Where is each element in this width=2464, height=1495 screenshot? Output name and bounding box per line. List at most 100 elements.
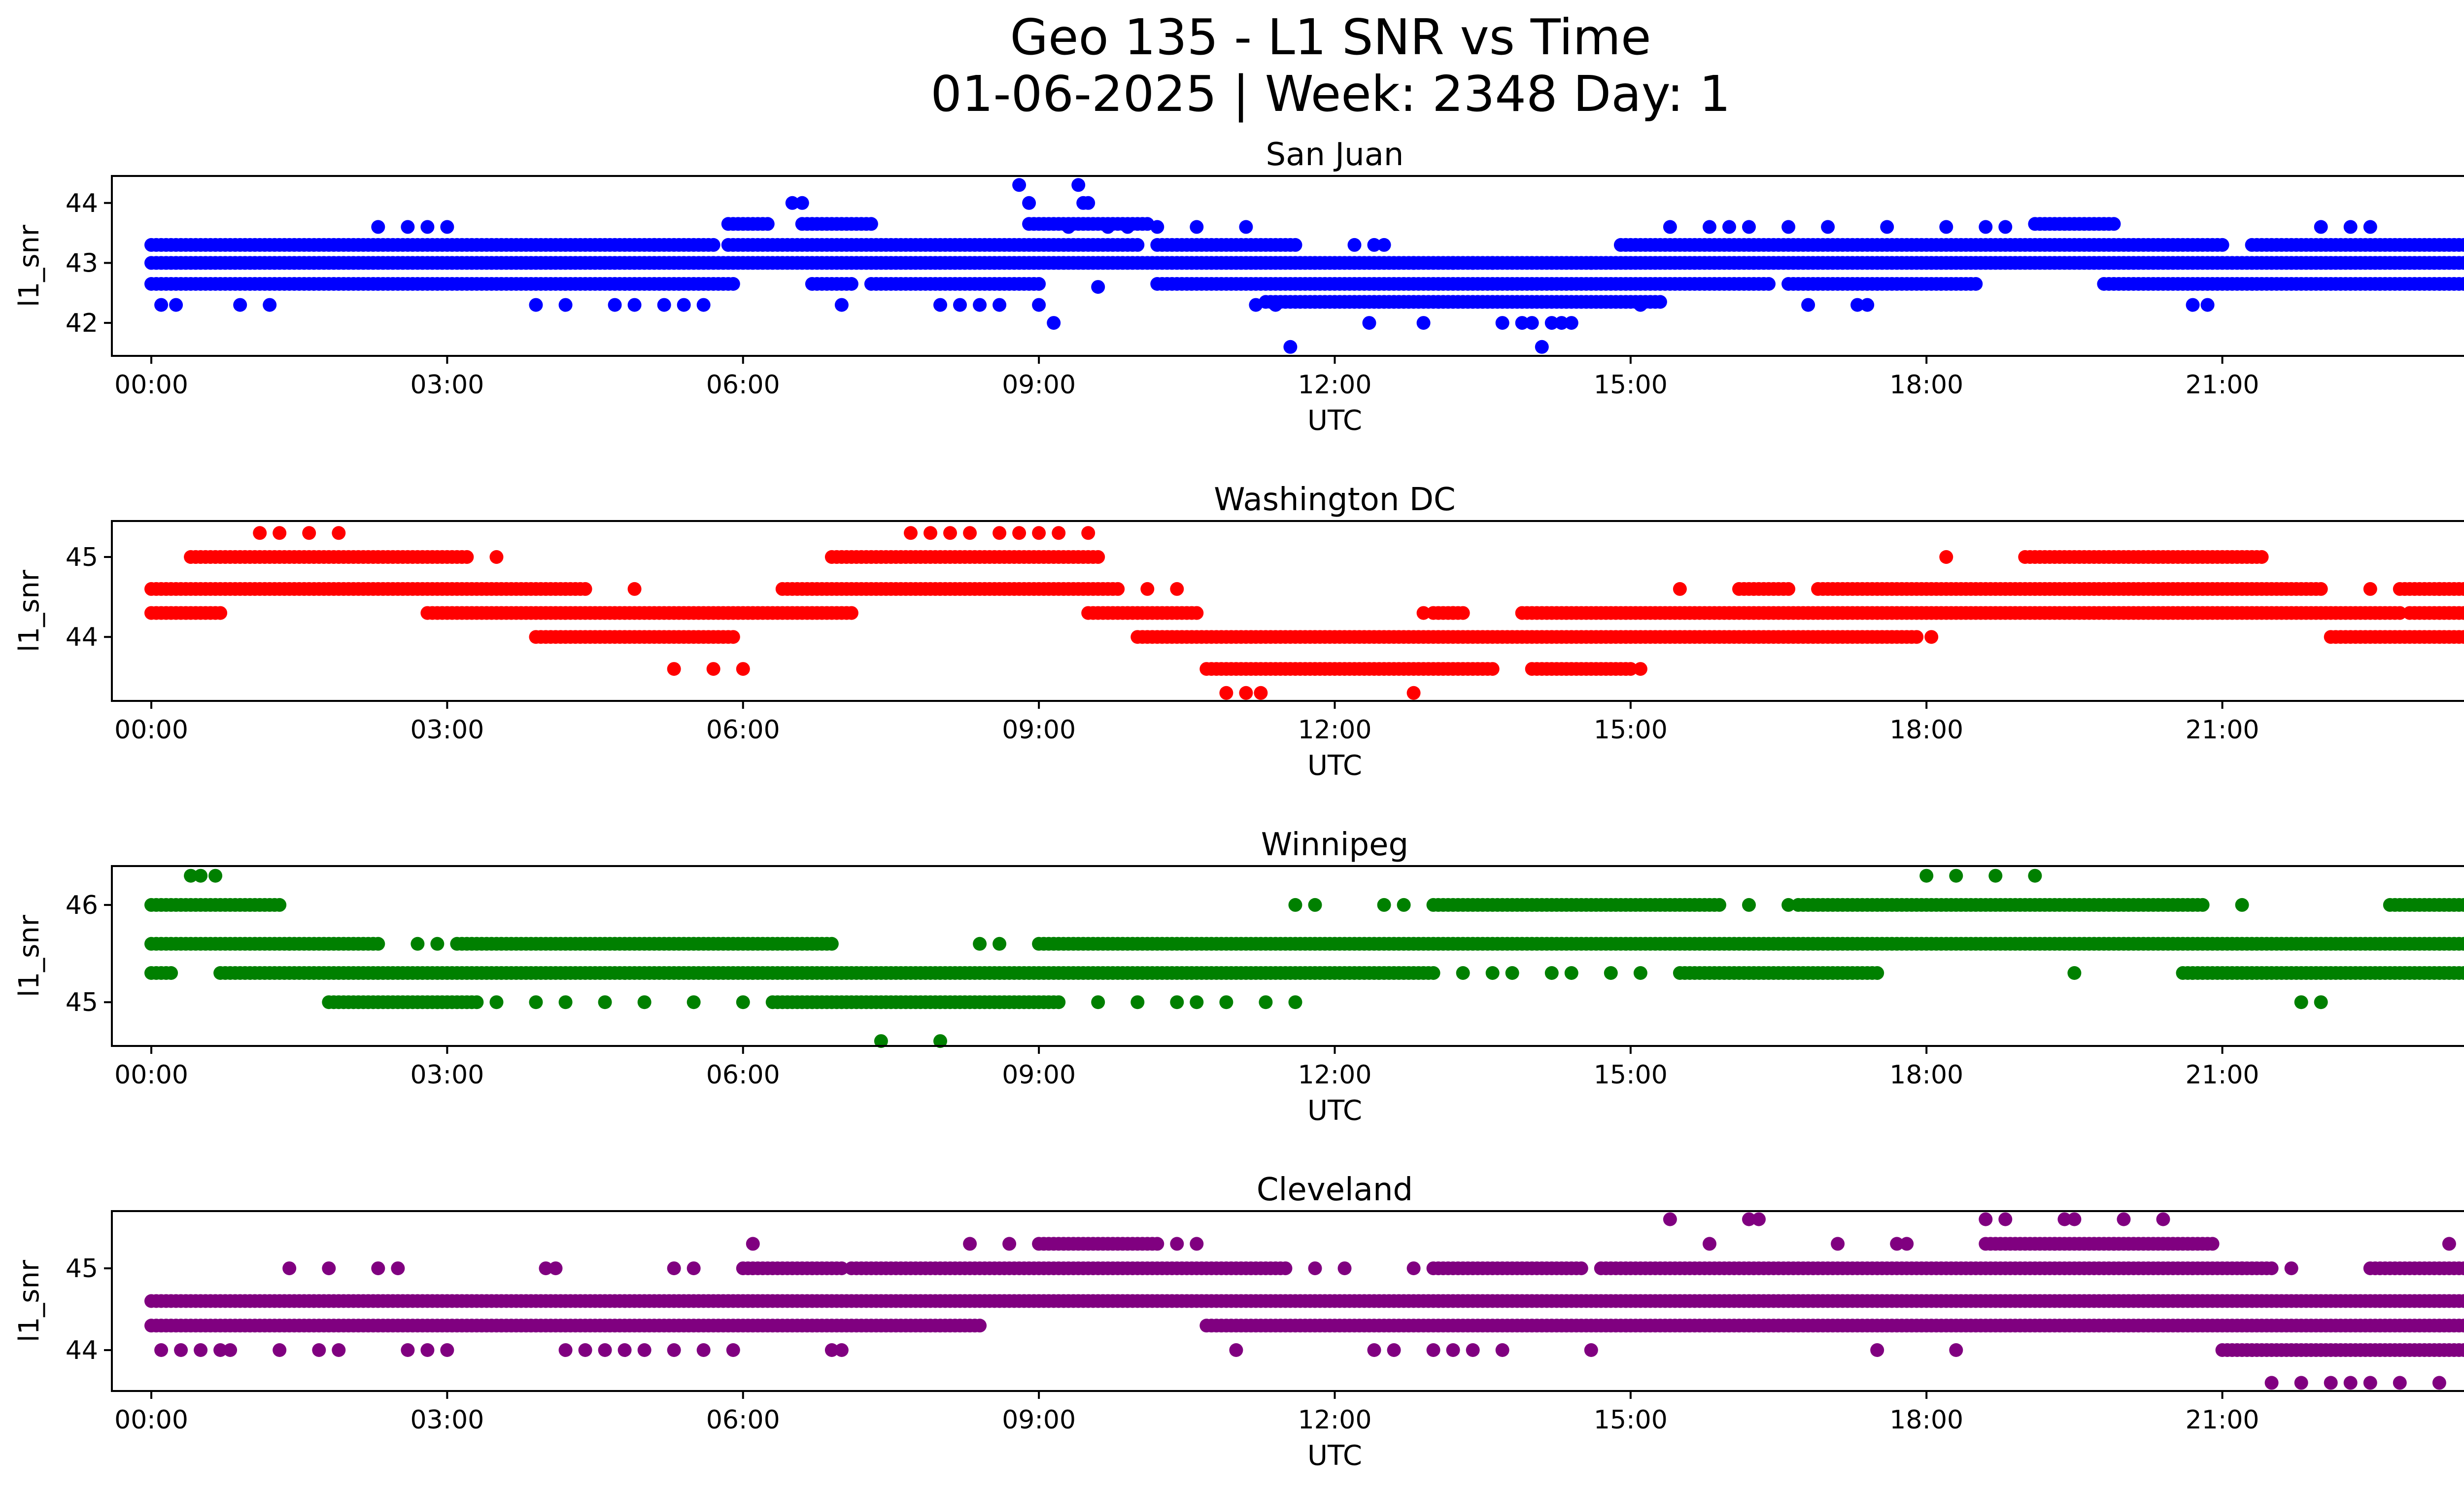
data-point [1564,966,1578,980]
data-point [1781,582,1796,596]
data-point [1742,220,1756,234]
data-point [2343,220,2358,234]
data-point [1377,898,1391,912]
data-point [1416,606,1431,620]
x-tick-label: 21:00 [2186,715,2259,745]
data-point [1283,340,1298,354]
data-point [933,298,947,312]
data-point [2107,217,2121,231]
data-point [1081,526,1095,540]
data-point [1949,869,1963,883]
data-point [1170,582,1184,596]
data-point [1170,995,1184,1009]
x-tick-label: 12:00 [1298,370,1372,400]
x-tick-label: 03:00 [410,1060,484,1090]
data-point [795,196,809,210]
data-point [598,995,612,1009]
data-point [489,995,504,1009]
data-point [1278,1261,1293,1276]
data-point [1544,316,1559,330]
data-point [332,526,346,540]
data-point [1762,277,1776,291]
data-point [1850,298,1865,312]
data-point [1466,256,1480,270]
x-tick-label: 09:00 [1002,370,1076,400]
y-tick-label: 42 [66,309,98,338]
data-point [1032,277,1046,291]
data-point [558,995,573,1009]
data-point [1362,316,1376,330]
data-point [1190,995,1204,1009]
data-point [1870,966,1884,980]
data-point [627,582,642,596]
data-point [1554,316,1569,330]
data-point [578,582,592,596]
subplot-title: San Juan [1266,137,1404,173]
data-point [1426,966,1440,980]
data-point [1584,256,1598,270]
data-point [924,526,937,540]
figure-title-line1: Geo 135 - L1 SNR vs Time [1010,8,1651,66]
data-point [1673,582,1687,596]
data-point [1308,898,1322,912]
y-axis-label: l1_snr [13,224,45,307]
data-point [1781,220,1796,234]
data-point [943,526,957,540]
data-point [973,298,987,312]
data-point [785,196,799,210]
data-point [529,298,543,312]
data-point [1111,582,1125,596]
data-point [2462,279,2464,289]
data-point [2067,966,2082,980]
data-point [213,606,228,620]
data-point [1416,316,1431,330]
data-point [1268,298,1283,312]
data-point [1367,238,1381,252]
x-axis-label: UTC [1307,405,1362,437]
data-point [1061,220,1076,234]
data-point [430,937,445,951]
data-point [2457,1319,2464,1333]
data-point [1249,298,1263,312]
data-point [2314,995,2328,1009]
data-point [2462,608,2464,618]
data-point [953,298,967,312]
data-point [2294,995,2308,1009]
data-point [1150,220,1164,234]
data-point [1604,966,1618,980]
data-point [2462,968,2464,978]
data-point [253,526,267,540]
figure-title-line2: 01-06-2025 | Week: 2348 Day: 1 [930,65,1730,123]
data-point [2255,550,2269,564]
data-point [371,937,385,951]
data-point [194,869,208,883]
data-point [992,298,1007,312]
data-point [273,526,287,540]
y-tick-label: 45 [66,543,98,572]
data-point [1821,220,1835,234]
x-tick-label: 12:00 [1298,1060,1372,1090]
data-point [736,995,750,1009]
data-point [608,298,622,312]
subplot-title: Winnipeg [1261,827,1408,863]
data-point [2457,937,2464,951]
data-point [1939,220,1953,234]
data-point [2457,1294,2464,1308]
x-tick-label: 15:00 [1594,370,1668,400]
y-axis-label: l1_snr [13,914,45,997]
y-tick-label: 44 [66,623,98,652]
data-point [2432,582,2446,596]
data-point [933,1034,947,1048]
data-point [1998,220,2013,234]
x-tick-label: 06:00 [706,370,780,400]
data-point [1456,606,1470,620]
data-point [208,869,223,883]
data-point [2200,298,2215,312]
data-point [874,1034,888,1048]
x-tick-label: 18:00 [1889,1060,1963,1090]
data-point [1190,606,1204,620]
data-point [1091,280,1105,294]
